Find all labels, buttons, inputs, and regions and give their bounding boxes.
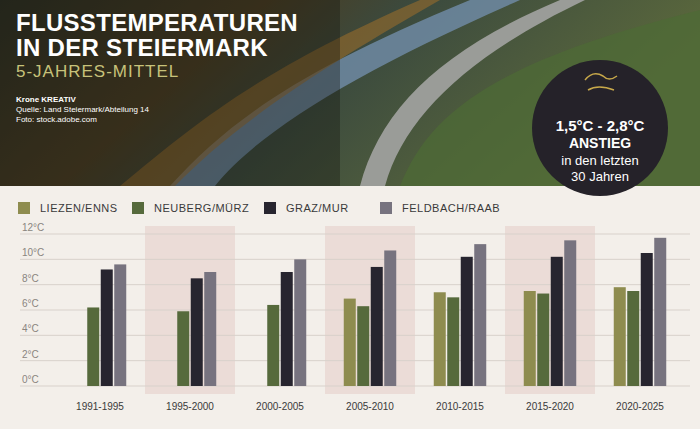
grid-line <box>20 234 690 235</box>
legend-label: GRAZ/MUR <box>286 202 349 214</box>
bar <box>524 291 536 386</box>
bar <box>177 311 189 386</box>
credit: Krone KREATIV <box>16 95 77 104</box>
x-tick-label: 1991-1995 <box>76 401 124 412</box>
annotation: in den letzten <box>561 153 638 168</box>
bar <box>614 287 626 386</box>
bar <box>281 272 293 386</box>
legend-label: FELDBACH/RAAB <box>402 202 500 214</box>
badge-icon <box>585 74 617 90</box>
x-tick-label: 1995-2000 <box>166 401 214 412</box>
bar <box>641 253 653 386</box>
bar <box>461 257 473 386</box>
bar <box>344 299 356 386</box>
x-tick-label: 2000-2005 <box>256 401 304 412</box>
header-shade <box>0 0 340 186</box>
bar <box>434 292 446 386</box>
annotation: 30 Jahren <box>571 169 629 184</box>
x-tick-label: 2010-2015 <box>436 401 484 412</box>
bar <box>204 272 216 386</box>
bar <box>447 297 459 386</box>
bar <box>474 244 486 386</box>
bar <box>191 278 203 386</box>
bar <box>294 259 306 386</box>
bar <box>357 306 369 386</box>
bar <box>551 257 563 386</box>
bar <box>384 250 396 386</box>
annotation: 1,5°C - 2,8°C <box>556 117 645 134</box>
credit: Quelle: Land Steiermark/Abteilung 14 <box>16 105 150 114</box>
bars <box>87 238 666 386</box>
legend-label: LIEZEN/ENNS <box>40 202 118 214</box>
bar <box>114 264 126 386</box>
y-tick-label: 10°C <box>22 247 44 258</box>
y-tick-label: 12°C <box>22 222 44 233</box>
x-tick-label: 2005-2010 <box>346 401 394 412</box>
bar <box>87 307 99 386</box>
x-tick-label: 2020-2025 <box>616 401 664 412</box>
page: Krone KREATIVQuelle: Land Steiermark/Abt… <box>0 0 700 429</box>
x-tick-label: 2015-2020 <box>526 401 574 412</box>
credit: Foto: stock.adobe.com <box>16 115 97 124</box>
legend-swatch <box>18 202 30 214</box>
bar <box>371 267 383 386</box>
legend-swatch <box>264 202 276 214</box>
legend-swatch <box>132 202 144 214</box>
chart-background <box>0 186 700 429</box>
bar <box>564 240 576 386</box>
bar <box>627 291 639 386</box>
bar <box>654 238 666 386</box>
y-tick-label: 0°C <box>22 374 39 385</box>
bar <box>101 269 113 386</box>
bar <box>537 294 549 386</box>
badge <box>532 60 668 196</box>
bar <box>267 305 279 386</box>
annotation: ANSTIEG <box>569 135 631 151</box>
y-tick-label: 6°C <box>22 298 39 309</box>
y-tick-label: 2°C <box>22 349 39 360</box>
y-tick-label: 8°C <box>22 273 39 284</box>
y-tick-label: 4°C <box>22 323 39 334</box>
subtitle: 5-JAHRES-MITTEL <box>16 62 179 82</box>
legend-label: NEUBERG/MÜRZ <box>154 202 249 214</box>
grid-line <box>20 259 690 260</box>
title: FLUSSTEMPERATUREN IN DER STEIERMARK <box>16 10 326 60</box>
legend-swatch <box>380 202 392 214</box>
